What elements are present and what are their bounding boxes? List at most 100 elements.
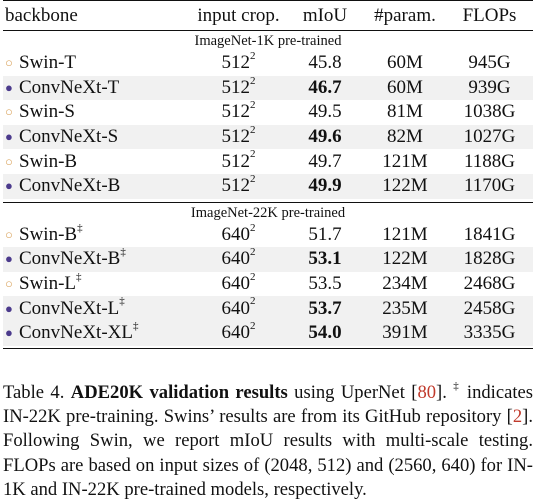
input-crop-cell: 6402 — [191, 270, 286, 297]
filled-circle-icon: ● — [5, 300, 13, 316]
filled-circle-icon: ● — [5, 325, 13, 341]
crop-size: 512 — [221, 150, 251, 172]
citation-link-80[interactable]: 80 — [417, 382, 437, 403]
flops-cell: 1038G — [463, 101, 516, 123]
header-params: #param. — [374, 4, 436, 26]
table-row: ○ Swin-B 5122 49.7 121M 1188G — [3, 149, 533, 174]
miou-cell: 51.7 — [308, 223, 342, 245]
header-flops: FLOPs — [462, 4, 517, 26]
double-dagger-symbol: ‡ — [120, 246, 126, 259]
flops-cell: 2458G — [446, 296, 534, 321]
miou-cell: 53.1 — [286, 247, 364, 272]
filled-circle-icon: ● — [5, 79, 13, 95]
params-cell: 234M — [382, 273, 428, 295]
params-cell: 82M — [364, 124, 446, 150]
input-crop-cell: 5122 — [191, 100, 286, 125]
backbone-cell: ● ConvNeXt-B — [3, 173, 191, 199]
crop-exponent: 2 — [250, 221, 256, 234]
group-in22k-table: ImageNet-22K pre-trained ○ Swin-B‡ 6402 51.7… — [3, 203, 534, 346]
hollow-circle-icon: ○ — [5, 226, 13, 242]
table-row: ● ConvNeXt-XL‡ 6402 54.0 391M 3335G — [3, 319, 534, 346]
top-rule — [3, 0, 533, 1]
double-dagger-symbol: ‡ — [77, 221, 83, 234]
table-row: ○ Swin-S 5122 49.5 81M 1038G — [3, 100, 533, 125]
backbone-cell: ● ConvNeXt-S — [3, 124, 191, 150]
group-label-row: ImageNet-1K pre-trained — [3, 31, 533, 51]
table-row: ● ConvNeXt-T 5122 46.7 60M 939G — [3, 74, 533, 101]
params-cell: 122M — [364, 247, 446, 272]
table-header: backbone input crop. mIoU #param. FLOPs — [3, 1, 533, 30]
hollow-circle-icon: ○ — [5, 55, 13, 71]
miou-cell: 45.8 — [308, 52, 342, 74]
flops-cell: 1828G — [446, 247, 534, 272]
flops-cell: 1188G — [463, 150, 516, 172]
crop-exponent: 2 — [250, 148, 256, 161]
input-crop-cell: 5122 — [191, 74, 286, 101]
double-dagger-symbol: ‡ — [453, 379, 461, 392]
miou-cell: 49.7 — [308, 150, 342, 172]
header-backbone: backbone — [5, 4, 78, 26]
backbone-name: Swin-S — [19, 101, 75, 123]
crop-exponent: 2 — [250, 246, 256, 259]
backbone-name: ConvNeXt-L — [19, 297, 120, 319]
filled-circle-icon: ● — [5, 178, 13, 194]
miou-cell: 53.5 — [308, 273, 342, 295]
table-row: ○ Swin-B‡ 6402 51.7 121M 1841G — [3, 221, 533, 248]
crop-size: 512 — [221, 175, 251, 197]
table-row: ● ConvNeXt-B‡ 6402 53.1 122M 1828G — [3, 247, 534, 272]
crop-size: 640 — [221, 223, 251, 245]
crop-exponent: 2 — [250, 172, 256, 185]
header-miou: mIoU — [302, 4, 348, 26]
table-row: ○ Swin-T 5122 45.8 60M 945G — [3, 49, 533, 76]
citation-link-2[interactable]: 2 — [512, 406, 523, 428]
crop-size: 512 — [221, 126, 251, 148]
double-dagger-symbol: ‡ — [132, 319, 139, 332]
backbone-name: ConvNeXt-T — [19, 76, 120, 98]
table-row: ● ConvNeXt-S 5122 49.6 82M 1027G — [3, 124, 533, 150]
input-crop-cell: 6402 — [191, 247, 286, 272]
group-in22k: ImageNet-22K pre-trained ○ Swin-B‡ 6402 51.7… — [3, 203, 534, 346]
crop-size: 640 — [221, 297, 251, 319]
caption-text-1: using UperNet [ — [287, 382, 418, 403]
miou-cell: 49.5 — [308, 101, 342, 123]
table-row: ● ConvNeXt-B 5122 49.9 122M 1170G — [3, 172, 533, 199]
backbone-name: ConvNeXt-B — [19, 248, 121, 270]
table-row: ○ Swin-L‡ 6402 53.5 234M 2468G — [3, 270, 533, 297]
group-label: ImageNet-1K pre-trained — [194, 33, 342, 49]
crop-size: 512 — [221, 76, 251, 98]
params-cell: 81M — [387, 101, 423, 123]
backbone-name: Swin-B — [19, 150, 78, 172]
params-cell: 235M — [364, 296, 446, 321]
backbone-name: Swin-B — [19, 223, 78, 245]
caption-title: ADE20K validation results — [70, 382, 288, 403]
input-crop-cell: 5122 — [191, 124, 286, 150]
backbone-cell: ○ Swin-S — [3, 100, 191, 125]
group-in1k-table: ImageNet-1K pre-trained ○ Swin-T 5122 45.8 60… — [3, 31, 533, 199]
input-crop-cell: 5122 — [191, 149, 286, 174]
caption-text-3: indicates IN-22K pre-training. Swins’ re… — [3, 382, 534, 428]
crop-exponent: 2 — [250, 49, 256, 62]
crop-exponent: 2 — [250, 270, 256, 283]
flops-cell: 1027G — [446, 124, 533, 150]
miou-cell: 54.0 — [286, 320, 364, 346]
params-cell: 60M — [364, 75, 446, 101]
filled-circle-icon: ● — [5, 129, 13, 145]
caption-text-4: ]. Following Swin, we report mIoU result… — [3, 406, 533, 500]
input-crop-cell: 6402 — [191, 296, 286, 321]
hollow-circle-icon: ○ — [5, 276, 13, 292]
double-dagger-symbol: ‡ — [76, 270, 82, 283]
results-table: backbone input crop. mIoU #param. FLOPs — [3, 1, 533, 30]
miou-cell: 46.7 — [286, 75, 364, 101]
crop-size: 640 — [221, 273, 251, 295]
double-dagger-symbol: ‡ — [119, 295, 125, 308]
group-label: ImageNet-22K pre-trained — [190, 204, 346, 221]
backbone-cell: ● ConvNeXt-T — [3, 75, 191, 101]
table-row: ● ConvNeXt-L‡ 6402 53.7 235M 2458G — [3, 295, 534, 321]
crop-size: 640 — [221, 322, 251, 344]
backbone-cell: ● ConvNeXt-B‡ — [3, 247, 191, 272]
input-crop-cell: 5122 — [191, 172, 286, 199]
crop-exponent: 2 — [250, 295, 256, 308]
backbone-cell: ○ Swin-T — [3, 51, 191, 76]
crop-exponent: 2 — [250, 74, 256, 87]
backbone-cell: ○ Swin-B‡ — [3, 221, 191, 248]
